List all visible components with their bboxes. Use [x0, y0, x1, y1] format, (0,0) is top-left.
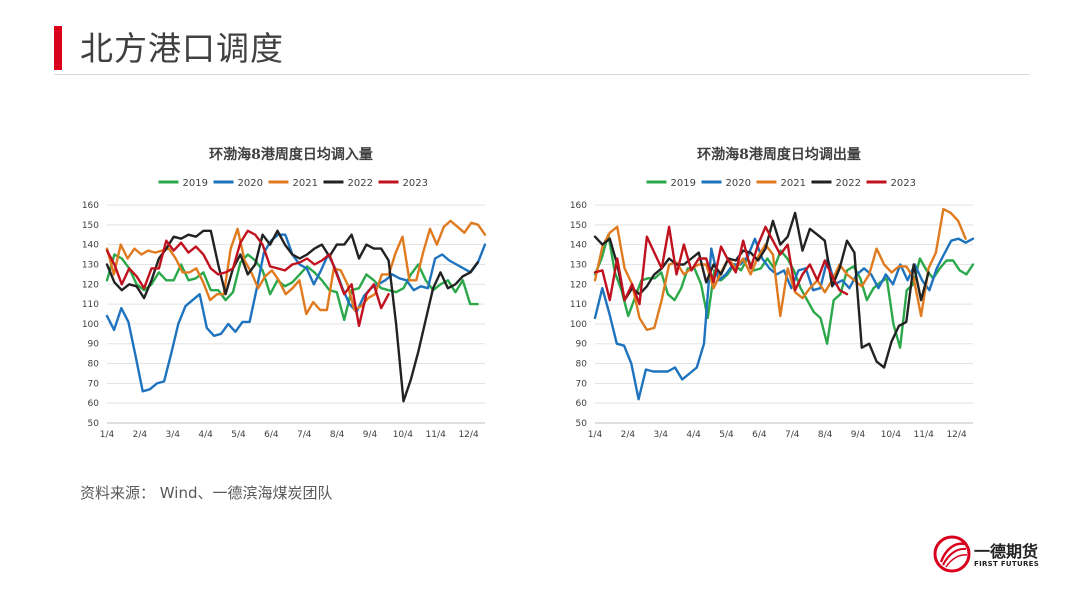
x-tick-label: 2/4	[621, 430, 636, 440]
y-tick-label: 120	[82, 280, 99, 290]
x-tick-label: 10/4	[393, 430, 413, 440]
series-line-2021	[105, 219, 487, 316]
chart-inflow-svg: 环渤海8港周度日均调入量 2019 2020 2021 2022 2023 50 60 70 80…	[82, 146, 487, 440]
x-tick-label: 3/4	[653, 430, 668, 440]
series-line-2019	[105, 253, 479, 322]
y-tick-label: 130	[82, 260, 99, 270]
y-tick-label: 90	[576, 340, 588, 350]
x-tick-label: 8/4	[818, 430, 833, 440]
legend-label-2019: 2019	[671, 178, 696, 189]
page-title: 北方港口调度	[80, 29, 284, 68]
legend-label-2021: 2021	[293, 178, 318, 189]
title-accent-bar	[54, 26, 62, 70]
y-tick-label: 80	[88, 360, 100, 370]
x-tick-label: 8/4	[330, 430, 345, 440]
x-tick-label: 9/4	[851, 430, 866, 440]
y-tick-label: 160	[570, 201, 587, 211]
series-line-2020	[593, 237, 975, 401]
legend-label-2021: 2021	[781, 178, 806, 189]
legend-label-2023: 2023	[891, 178, 916, 189]
chart-title: 环渤海8港周度日均调出量	[697, 146, 861, 163]
y-tick-label: 70	[88, 379, 100, 389]
series-line-2023	[105, 229, 390, 328]
logo-name-cn: 一德期货	[974, 542, 1039, 561]
y-tick-label: 90	[88, 340, 100, 350]
chart-title: 环渤海8港周度日均调入量	[209, 146, 373, 163]
y-tick-label: 140	[82, 241, 99, 251]
x-tick-label: 4/4	[198, 430, 213, 440]
y-tick-label: 100	[82, 320, 99, 330]
y-tick-label: 100	[570, 320, 587, 330]
y-tick-label: 60	[576, 399, 588, 409]
chart-outflow-svg: 环渤海8港周度日均调出量 2019 2020 2021 2022 2023 50 60 70 80…	[570, 146, 975, 440]
x-tick-label: 1/4	[100, 430, 115, 440]
logo-name-en: FIRST FUTURES	[974, 560, 1040, 568]
y-tick-label: 60	[88, 399, 100, 409]
x-tick-label: 11/4	[914, 430, 934, 440]
x-tick-label: 10/4	[881, 430, 901, 440]
y-tick-label: 50	[88, 419, 100, 429]
x-tick-label: 12/4	[946, 430, 966, 440]
y-tick-label: 150	[82, 221, 99, 231]
title-divider	[54, 74, 1029, 75]
chart-inflow: 环渤海8港周度日均调入量 2019 2020 2021 2022 2023 50 60 70 80…	[60, 135, 510, 450]
series-line-2022	[593, 211, 930, 369]
x-tick-label: 2/4	[133, 430, 148, 440]
y-tick-label: 140	[570, 241, 587, 251]
x-tick-label: 7/4	[297, 430, 312, 440]
y-tick-label: 110	[570, 300, 587, 310]
company-logo: 一德期货 FIRST FUTURES	[932, 532, 1042, 576]
x-tick-label: 5/4	[719, 430, 734, 440]
legend-label-2022: 2022	[348, 178, 373, 189]
legend-label-2023: 2023	[403, 178, 428, 189]
x-tick-label: 1/4	[588, 430, 603, 440]
y-tick-label: 160	[82, 201, 99, 211]
y-tick-label: 50	[576, 419, 588, 429]
series-line-2021	[593, 207, 967, 332]
x-tick-label: 11/4	[426, 430, 446, 440]
source-note: 资料来源： Wind、一德滨海煤炭团队	[80, 484, 333, 502]
y-tick-label: 80	[576, 360, 588, 370]
x-tick-label: 9/4	[363, 430, 378, 440]
x-tick-label: 7/4	[785, 430, 800, 440]
legend-label-2020: 2020	[238, 178, 263, 189]
y-tick-label: 150	[570, 221, 587, 231]
x-tick-label: 3/4	[165, 430, 180, 440]
x-tick-label: 5/4	[231, 430, 246, 440]
x-tick-label: 6/4	[752, 430, 767, 440]
x-tick-label: 12/4	[458, 430, 478, 440]
series-line-2023	[593, 225, 849, 306]
chart-outflow: 环渤海8港周度日均调出量 2019 2020 2021 2022 2023 50 60 70 80…	[548, 135, 998, 450]
series-line-2020	[105, 233, 487, 393]
y-tick-label: 120	[570, 280, 587, 290]
y-tick-label: 70	[576, 379, 588, 389]
y-tick-label: 110	[82, 300, 99, 310]
x-tick-label: 6/4	[264, 430, 279, 440]
logo-mark-icon	[933, 535, 971, 573]
legend-label-2019: 2019	[183, 178, 208, 189]
y-tick-label: 130	[570, 260, 587, 270]
x-tick-label: 4/4	[686, 430, 701, 440]
legend-label-2020: 2020	[726, 178, 751, 189]
legend-label-2022: 2022	[836, 178, 861, 189]
